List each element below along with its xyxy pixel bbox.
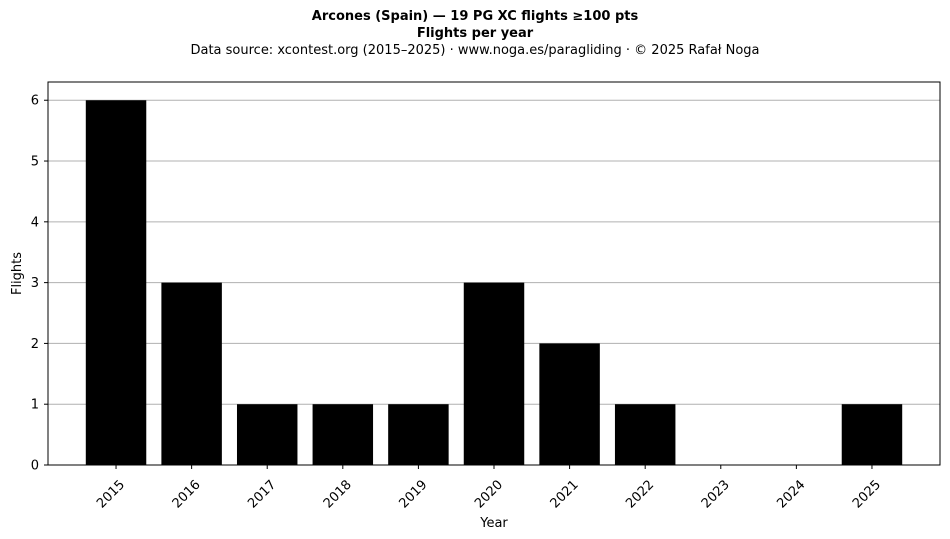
bar-2021 (539, 343, 600, 465)
y-tick-label: 1 (31, 398, 39, 413)
x-tick-label: 2016 (170, 477, 204, 511)
y-tick-label: 2 (31, 337, 39, 352)
y-tick-label: 5 (31, 155, 39, 170)
x-tick-label: 2020 (472, 477, 506, 511)
y-axis-label: Flights (10, 252, 25, 295)
bar-2017 (236, 404, 298, 465)
x-tick-label: 2023 (699, 477, 733, 511)
bar-2022 (614, 404, 676, 465)
bar-2015 (85, 100, 147, 465)
title-block: Arcones (Spain) — 19 PG XC flights ≥100 … (0, 8, 950, 59)
x-tick-label: 2017 (245, 477, 279, 511)
x-tick-label: 2024 (774, 477, 808, 511)
x-tick-label: 2021 (548, 477, 582, 511)
bar-2019 (388, 404, 449, 465)
chart-source-line: Data source: xcontest.org (2015–2025) · … (190, 43, 760, 58)
x-tick-label: 2025 (850, 477, 884, 511)
y-tick-label: 3 (31, 276, 39, 291)
chart-title: Arcones (Spain) — 19 PG XC flights ≥100 … (311, 9, 639, 24)
bars (85, 100, 903, 465)
x-tick-label: 2015 (94, 477, 128, 511)
bar-2016 (161, 282, 222, 465)
y-tick-label: 0 (31, 459, 39, 474)
x-axis-label: Year (479, 516, 508, 531)
x-tick-label: 2022 (623, 477, 657, 511)
axis-ticks: 0 1 2 3 4 5 6 2015 2016 2017 2018 2019 2020 2021 2022 2… (31, 94, 884, 512)
y-tick-label: 4 (31, 215, 39, 230)
bar-2018 (312, 404, 374, 465)
x-tick-label: 2018 (321, 477, 355, 511)
y-tick-label: 6 (31, 94, 39, 109)
x-tick-label: 2019 (396, 477, 430, 511)
bar-2020 (463, 282, 525, 465)
chart-subtitle: Flights per year (416, 26, 534, 41)
bar-2025 (841, 404, 903, 465)
